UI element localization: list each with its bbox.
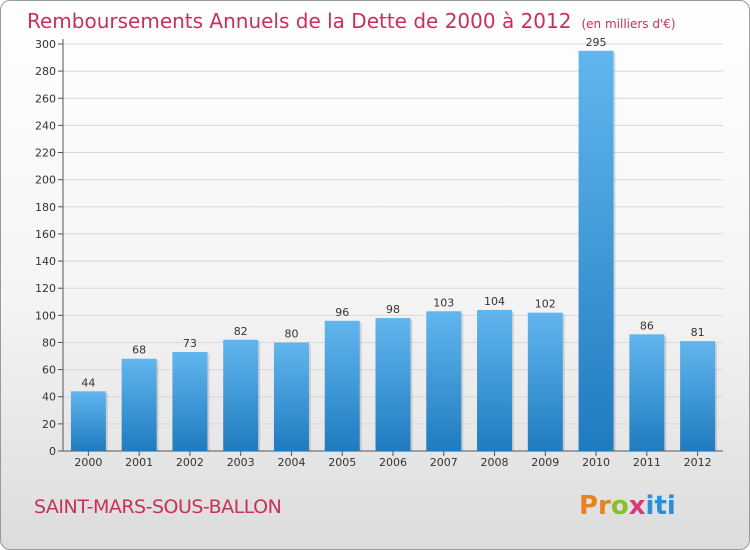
x-tick-label-2003: 2003 [227,456,255,469]
value-label-2009: 102 [535,298,556,311]
bar-2003 [223,339,259,451]
value-label-2006: 98 [386,303,400,316]
y-tick-label-20: 20 [42,418,56,431]
y-tick-label-40: 40 [42,391,56,404]
x-tick-label-2005: 2005 [328,456,356,469]
value-label-2008: 104 [484,295,505,308]
x-tick-label-2012: 2012 [684,456,712,469]
chart-title-text: Remboursements Annuels de la Dette de 20… [27,9,572,33]
y-tick-label-240: 240 [35,119,56,132]
y-tick-label-220: 220 [35,147,56,160]
commune-name: SAINT-MARS-SOUS-BALLON [34,496,282,518]
y-tick-label-60: 60 [42,364,56,377]
bar-2006 [375,318,411,451]
bar-2002 [172,351,208,451]
value-label-2000: 44 [81,376,95,389]
bar-2010 [578,50,614,452]
x-tick-label-2004: 2004 [277,456,305,469]
x-tick-label-2007: 2007 [430,456,458,469]
proxiti-logo: Proxiti [579,491,676,521]
value-label-2005: 96 [335,306,349,319]
bar-2001 [121,358,157,451]
bar-2012 [680,341,716,451]
value-label-2003: 82 [234,325,248,338]
x-tick-label-2010: 2010 [582,456,610,469]
x-tick-label-2001: 2001 [125,456,153,469]
y-tick-label-280: 280 [35,65,56,78]
y-tick-label-100: 100 [35,309,56,322]
bar-2011 [629,334,665,451]
bar-2007 [426,311,462,451]
value-label-2004: 80 [284,327,298,340]
axes: 0 20 40 60 80 100 120 140 160 180 200 220 240 260 280 3… [35,38,723,469]
x-tick-label-2002: 2002 [176,456,204,469]
y-tick-label-120: 120 [35,282,56,295]
y-tick-label-260: 260 [35,92,56,105]
data-labels: 44 68 73 82 80 96 98 103 104 102 295 86 81 [81,36,704,390]
y-tick-label-180: 180 [35,201,56,214]
bar-2000 [70,391,106,451]
x-tick-label-2011: 2011 [633,456,661,469]
y-tick-label-80: 80 [42,336,56,349]
x-tick-label-2000: 2000 [74,456,102,469]
value-label-2010: 295 [586,36,607,49]
value-label-2001: 68 [132,344,146,357]
x-tick-label-2009: 2009 [531,456,559,469]
value-label-2011: 86 [640,319,654,332]
chart-title: Remboursements Annuels de la Dette de 20… [27,9,676,33]
x-tick-label-2006: 2006 [379,456,407,469]
bar-2008 [477,309,513,451]
value-label-2002: 73 [183,337,197,350]
x-tick-label-2008: 2008 [481,456,509,469]
chart-unit: (en milliers d'€) [581,17,676,31]
value-label-2012: 81 [691,326,705,339]
bar-2009 [527,312,563,451]
bar-2005 [324,320,360,451]
bars [70,50,718,452]
y-tick-label-0: 0 [49,445,56,458]
y-tick-label-140: 140 [35,255,56,268]
y-tick-label-300: 300 [35,38,56,51]
value-label-2007: 103 [433,296,454,309]
y-tick-label-160: 160 [35,228,56,241]
y-tick-label-200: 200 [35,174,56,187]
bar-2004 [273,342,309,451]
